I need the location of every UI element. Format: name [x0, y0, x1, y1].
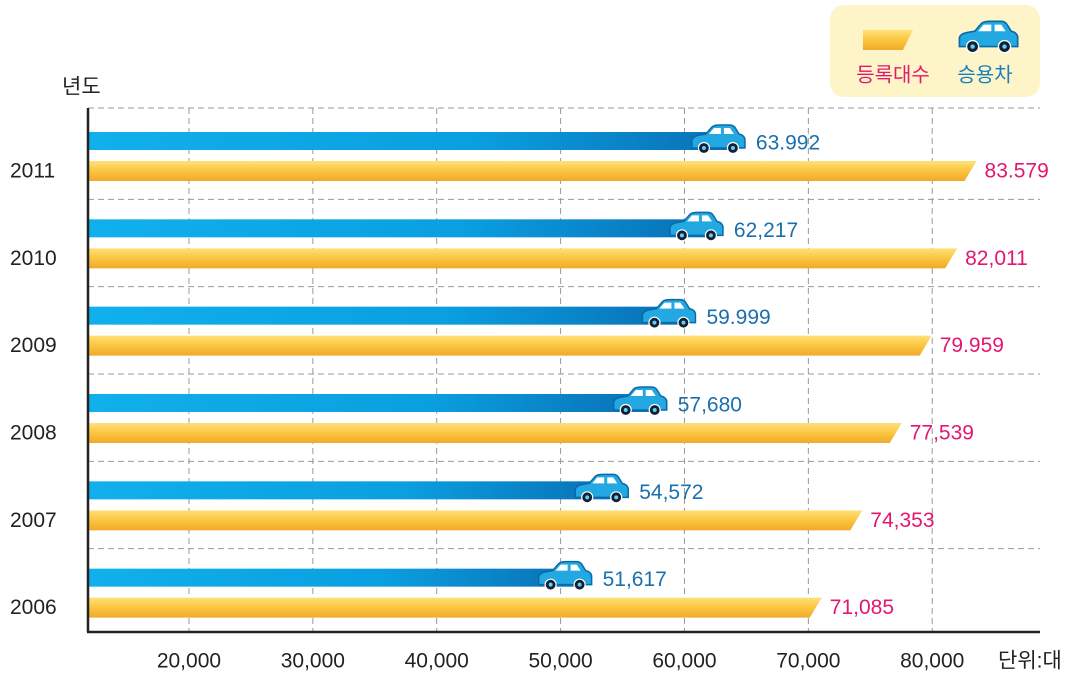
- bar: [88, 568, 581, 587]
- y-tick-label: 2007: [10, 509, 57, 532]
- bar: [88, 423, 902, 443]
- car-hub: [623, 408, 628, 412]
- bar: [88, 306, 685, 325]
- car-hub: [548, 582, 553, 587]
- car-hub: [701, 146, 706, 150]
- car-window: [708, 128, 734, 134]
- bar: [88, 219, 712, 238]
- car-hub: [652, 408, 657, 412]
- value-label: 51,617: [603, 568, 667, 591]
- value-label: 63.992: [756, 132, 820, 155]
- car-window: [592, 477, 618, 484]
- y-tick-label: 2008: [10, 422, 57, 445]
- car-icon: [612, 386, 668, 417]
- car-icon: [669, 211, 724, 242]
- value-label: 54,572: [639, 481, 703, 504]
- car-hub: [652, 320, 657, 325]
- bar: [88, 510, 863, 531]
- x-tick-label: 70,000: [776, 650, 840, 673]
- car-hub: [708, 233, 713, 238]
- x-tick-label: 20,000: [157, 650, 221, 673]
- value-label: 82,011: [965, 247, 1028, 270]
- y-tick-label: 2009: [10, 334, 57, 357]
- car-icon: [641, 298, 697, 329]
- value-label: 62,217: [734, 219, 798, 242]
- bar: [88, 132, 734, 150]
- y-axis-label: 년도: [62, 76, 101, 99]
- legend-swatch: [863, 30, 913, 50]
- bar: [88, 394, 656, 412]
- car-hub: [585, 495, 590, 500]
- car-icon: [537, 560, 593, 591]
- car-hub: [970, 44, 975, 49]
- x-tick-label: 50,000: [528, 650, 592, 673]
- car-hub: [730, 146, 735, 150]
- value-label: 83.579: [985, 160, 1049, 183]
- value-label: 57,680: [678, 394, 742, 417]
- x-unit: 단위:대: [998, 650, 1062, 673]
- x-tick-label: 30,000: [281, 650, 345, 673]
- value-label: 74,353: [870, 509, 934, 532]
- car-hub: [679, 233, 684, 238]
- value-label: 59.999: [706, 306, 770, 329]
- legend-label: 승용차: [957, 63, 1012, 86]
- y-tick-label: 2011: [10, 160, 55, 183]
- car-icon: [691, 124, 746, 155]
- value-label: 71,085: [830, 596, 894, 619]
- car-hub: [577, 582, 582, 587]
- car-hub: [681, 320, 686, 325]
- car-window: [978, 24, 1006, 32]
- y-tick-label: 2006: [10, 596, 57, 619]
- bar: [88, 248, 958, 269]
- car-icon: [574, 473, 629, 504]
- bar: [88, 481, 618, 500]
- car-hub: [1002, 44, 1007, 49]
- x-tick-label: 60,000: [652, 650, 716, 673]
- car-hub: [614, 495, 619, 500]
- car-window: [686, 215, 712, 222]
- x-tick-label: 40,000: [405, 650, 469, 673]
- car-icon: [958, 20, 1019, 54]
- value-label: 77,539: [910, 422, 974, 445]
- y-tick-label: 2010: [10, 247, 57, 270]
- x-tick-label: 80,000: [900, 650, 964, 673]
- bar: [88, 161, 977, 181]
- legend-label: 등록대수: [856, 63, 930, 86]
- car-window: [630, 390, 656, 396]
- car-window: [555, 564, 581, 571]
- car-window: [659, 302, 685, 309]
- value-label: 79.959: [940, 334, 1004, 357]
- bar: [88, 335, 932, 356]
- bar: [88, 597, 822, 618]
